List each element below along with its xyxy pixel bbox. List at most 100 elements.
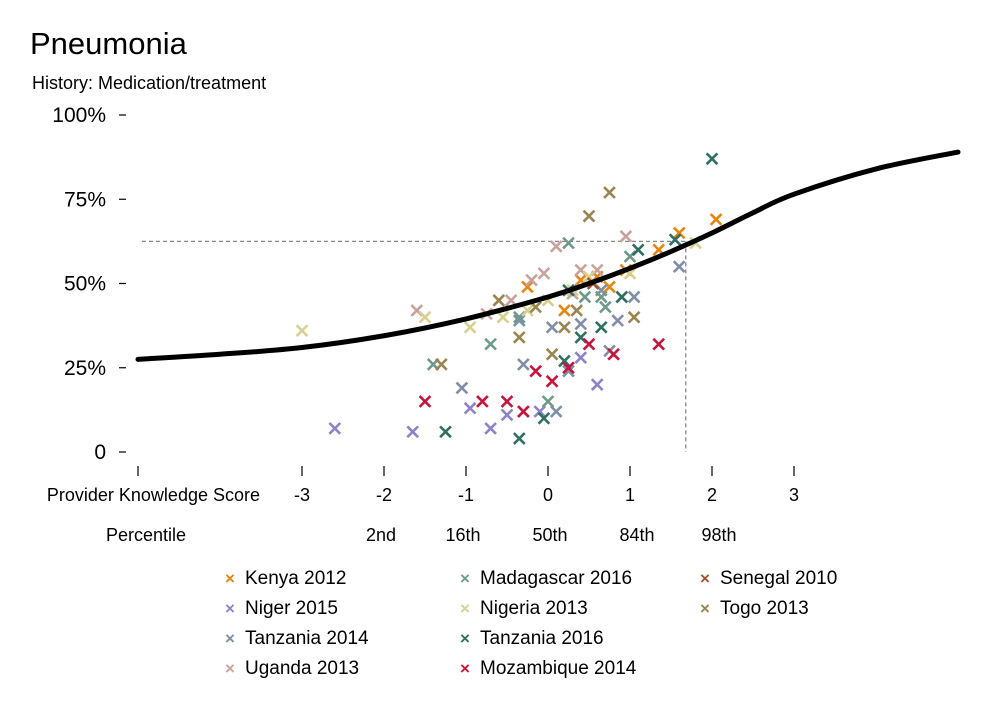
legend-label: Senegal 2010 [720,568,838,589]
data-point [570,304,584,317]
data-point [705,152,719,166]
data-point [672,260,686,273]
legend-marker-icon: × [225,629,235,648]
data-point [537,411,551,425]
legend-item: × Mozambique 2014 [460,658,636,680]
data-point [549,405,563,418]
data-point [562,361,575,375]
chart-subtitle: History: Medication/treatment [32,73,267,93]
data-point [590,378,604,391]
data-point [603,280,616,294]
data-point [668,233,682,247]
data-point [328,422,342,435]
data-point [545,320,559,334]
data-point [574,351,588,364]
legend-label: Kenya 2012 [245,568,347,589]
data-point [529,300,543,314]
x-axis: -3 -2 -1 0 1 2 3 Provider Knowledge Score Percen… [47,466,799,545]
data-point [578,290,592,304]
x-tick-label: 0 [543,485,553,505]
data-point [627,290,641,304]
data-point [558,354,571,368]
data-point [435,358,448,371]
data-point [709,213,723,226]
data-point [541,395,555,408]
data-point [504,294,518,307]
data-point [492,294,506,307]
legend-label: Niger 2015 [245,598,338,619]
legend-label: Madagascar 2016 [480,568,633,589]
data-point [607,347,620,361]
legend-item: × Kenya 2012 [225,568,346,590]
data-point [619,229,633,243]
data-point [517,405,530,418]
legend-marker-icon: × [225,599,235,618]
data-point [500,395,514,408]
data-point [463,320,477,334]
data-point [549,240,563,253]
percentile-label: Percentile [106,525,186,545]
data-point [406,425,420,439]
data-point [615,290,629,304]
data-point [295,324,309,338]
data-point [582,209,596,223]
percentile-tick-label: 50th [532,525,567,545]
legend-item: × Madagascar 2016 [460,568,632,590]
data-point [418,310,432,324]
data-point [594,290,608,304]
y-tick-label: 25% [64,357,106,380]
data-point [496,310,510,324]
y-tick-label: 0 [94,441,106,464]
fit-curve-line [135,149,961,362]
legend-item: × Togo 2013 [700,598,809,620]
legend-marker-icon: × [700,599,710,618]
legend-label: Nigeria 2013 [480,598,588,619]
legend-marker-icon: × [460,569,470,588]
data-point [512,314,526,327]
data-point [439,425,452,439]
data-point [558,320,571,334]
percentile-tick-label: 16th [445,525,480,545]
legend-label: Uganda 2013 [245,658,360,679]
chart-title: Pneumonia [30,26,187,61]
x-tick-label: 3 [789,485,799,505]
legend-item: × Tanzania 2014 [225,628,369,650]
legend-label: Mozambique 2014 [480,658,637,679]
data-point [582,337,596,351]
data-point [500,408,514,422]
y-tick-label: 50% [64,273,106,296]
legend-marker-icon: × [700,569,710,588]
x-axis-label: Provider Knowledge Score [47,485,260,505]
legend-label: Tanzania 2014 [245,628,369,649]
data-point [672,226,686,240]
legend-item: × Senegal 2010 [700,568,837,590]
x-tick-label: 2 [707,485,717,505]
data-point [631,243,645,257]
legend-item: × Niger 2015 [225,598,338,620]
data-point [562,236,575,250]
data-point [533,405,547,418]
legend-marker-icon: × [225,659,235,678]
data-point [599,300,612,314]
data-point [521,304,534,317]
data-point [582,270,596,284]
x-tick-label: -3 [294,485,310,505]
data-point [484,337,497,351]
data-point [545,347,559,361]
y-tick-label: 75% [64,188,106,211]
data-point [525,273,538,287]
data-point [611,314,625,327]
percentile-tick-label: 98th [701,525,736,545]
percentile-tick-label: 2nd [366,525,396,545]
data-point [512,432,526,445]
x-tick-label: -2 [376,485,392,505]
data-point [627,310,641,324]
legend-marker-icon: × [460,659,470,678]
legend-item: × Uganda 2013 [225,658,359,680]
data-point [594,320,608,334]
data-point [521,280,534,294]
data-point [463,401,477,415]
data-point [426,358,440,371]
fit-curve [135,149,961,362]
legend-label: Togo 2013 [720,598,809,619]
